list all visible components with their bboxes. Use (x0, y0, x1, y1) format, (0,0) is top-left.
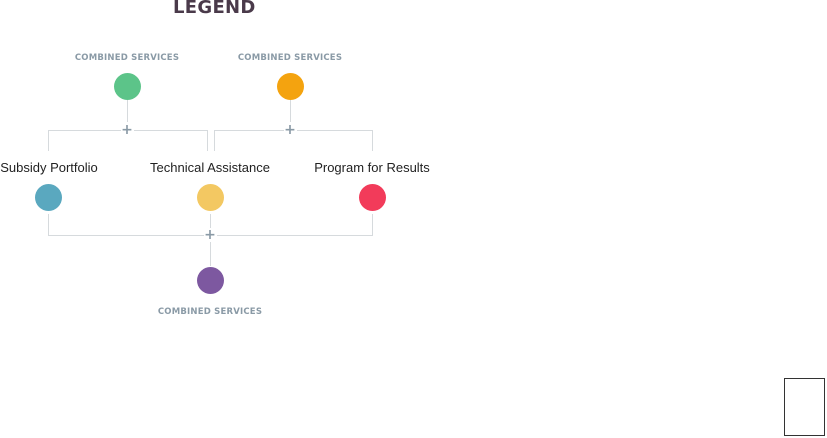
combined-services-label-3: COMBINED SERVICES (157, 307, 263, 317)
plus-icon: + (204, 227, 216, 243)
combined-dot-purple (197, 267, 224, 294)
combined-services-label-1: COMBINED SERVICES (74, 53, 180, 63)
service-label-program-for-results: Program for Results (314, 160, 430, 175)
connector-line (48, 235, 204, 236)
combined-dot-green (114, 73, 141, 100)
connector-line (214, 130, 284, 131)
connector-line (127, 100, 128, 122)
service-label-subsidy-portfolio: Subsidy Portfolio (0, 160, 98, 175)
service-dot-red (359, 184, 386, 211)
connector-line (214, 130, 215, 151)
plus-icon: + (121, 122, 133, 138)
combined-services-label-2: COMBINED SERVICES (237, 53, 343, 63)
connector-line (210, 242, 211, 266)
corner-box (784, 378, 825, 436)
connector-line (372, 214, 373, 235)
connector-line (48, 214, 49, 235)
service-label-technical-assistance: Technical Assistance (150, 160, 270, 175)
connector-line (48, 130, 121, 131)
connector-line (48, 130, 49, 151)
service-dot-teal (35, 184, 62, 211)
connector-line (210, 214, 211, 228)
connector-line (217, 235, 373, 236)
connector-line (290, 100, 291, 122)
connector-line (297, 130, 373, 131)
connector-line (207, 130, 208, 151)
plus-icon: + (284, 122, 296, 138)
page-title: LEGEND (173, 0, 256, 18)
combined-dot-orange (277, 73, 304, 100)
service-dot-yellow (197, 184, 224, 211)
connector-line (372, 130, 373, 151)
connector-line (134, 130, 208, 131)
